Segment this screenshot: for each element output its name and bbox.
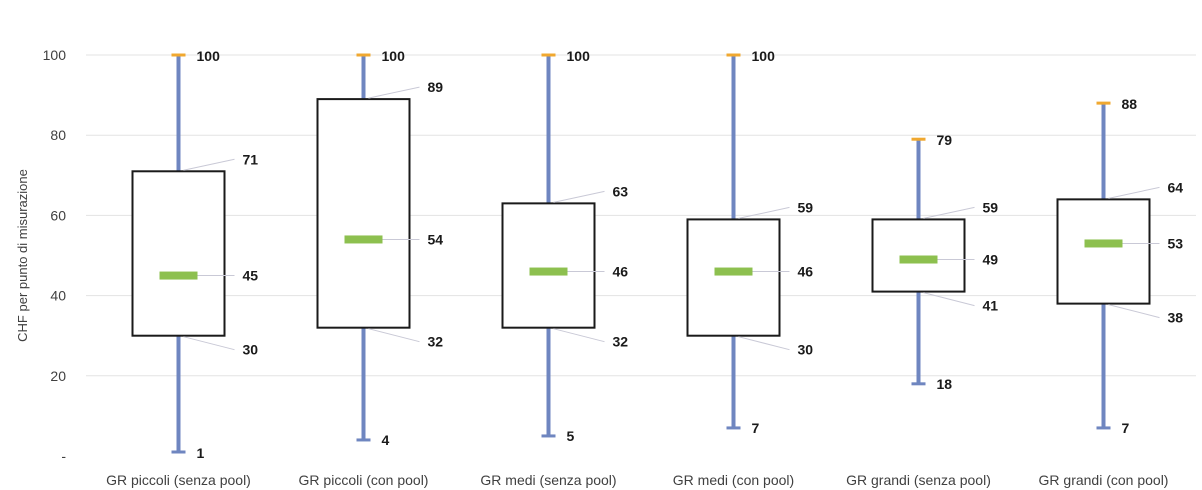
q1-label: 32 (613, 334, 629, 350)
max-label: 100 (567, 48, 591, 64)
median-marker (899, 255, 938, 264)
max-label: 88 (1122, 96, 1138, 112)
box-iqr (686, 218, 781, 337)
q3-leader (183, 158, 235, 171)
y-tick-label: 60 (50, 207, 66, 223)
q1-label: 38 (1168, 310, 1184, 326)
q1-label: 30 (798, 342, 814, 358)
max-label: 100 (197, 48, 221, 64)
y-tick-label: 100 (43, 47, 67, 63)
median-label: 46 (798, 264, 814, 280)
x-category-label: GR grandi (con pool) (1039, 472, 1169, 488)
q1-leader (738, 336, 790, 351)
median-label: 53 (1168, 235, 1184, 251)
q3-label: 59 (798, 199, 814, 215)
q3-label: 63 (613, 183, 629, 199)
q3-leader (923, 206, 975, 219)
x-category-label: GR medi (senza pool) (480, 472, 616, 488)
min-label: 5 (567, 428, 575, 444)
q3-label: 59 (983, 199, 999, 215)
box-iqr (871, 218, 966, 293)
min-label: 18 (937, 376, 953, 392)
min-label: 7 (1122, 420, 1130, 436)
max-label: 79 (937, 132, 953, 148)
q1-label: 41 (983, 298, 999, 314)
q1-label: 32 (428, 334, 444, 350)
q3-label: 64 (1168, 179, 1184, 195)
y-axis-title: CHF per punto di misurazione (15, 169, 30, 342)
max-label: 100 (752, 48, 776, 64)
q3-leader (738, 206, 790, 219)
q1-leader (183, 336, 235, 351)
y-tick-label: 40 (50, 288, 66, 304)
q3-label: 89 (428, 79, 444, 95)
q3-label: 71 (243, 151, 259, 167)
median-marker (714, 267, 753, 276)
min-label: 1 (197, 445, 205, 461)
q3-leader (553, 190, 605, 203)
q1-leader (368, 328, 420, 343)
median-label: 46 (613, 264, 629, 280)
median-label: 49 (983, 252, 999, 268)
box-iqr (316, 98, 411, 329)
min-label: 7 (752, 420, 760, 436)
box-iqr (131, 170, 226, 337)
median-label: 45 (243, 268, 259, 284)
median-marker (159, 271, 198, 280)
y-tick-label: - (61, 448, 66, 464)
median-label: 54 (428, 231, 444, 247)
box-iqr (1056, 198, 1151, 305)
min-label: 4 (382, 432, 390, 448)
median-marker (529, 267, 568, 276)
y-tick-label: 80 (50, 127, 66, 143)
median-marker (1084, 239, 1123, 248)
q3-leader (1108, 186, 1160, 199)
x-category-label: GR medi (con pool) (673, 472, 794, 488)
x-category-label: GR piccoli (con pool) (299, 472, 429, 488)
x-category-label: GR piccoli (senza pool) (106, 472, 251, 488)
box-iqr (501, 202, 596, 329)
q1-leader (923, 292, 975, 307)
max-label: 100 (382, 48, 406, 64)
q3-leader (368, 86, 420, 99)
q1-label: 30 (243, 342, 259, 358)
median-marker (344, 235, 383, 244)
q1-leader (553, 328, 605, 343)
q1-leader (1108, 304, 1160, 319)
y-tick-label: 20 (50, 368, 66, 384)
x-category-label: GR grandi (senza pool) (846, 472, 991, 488)
